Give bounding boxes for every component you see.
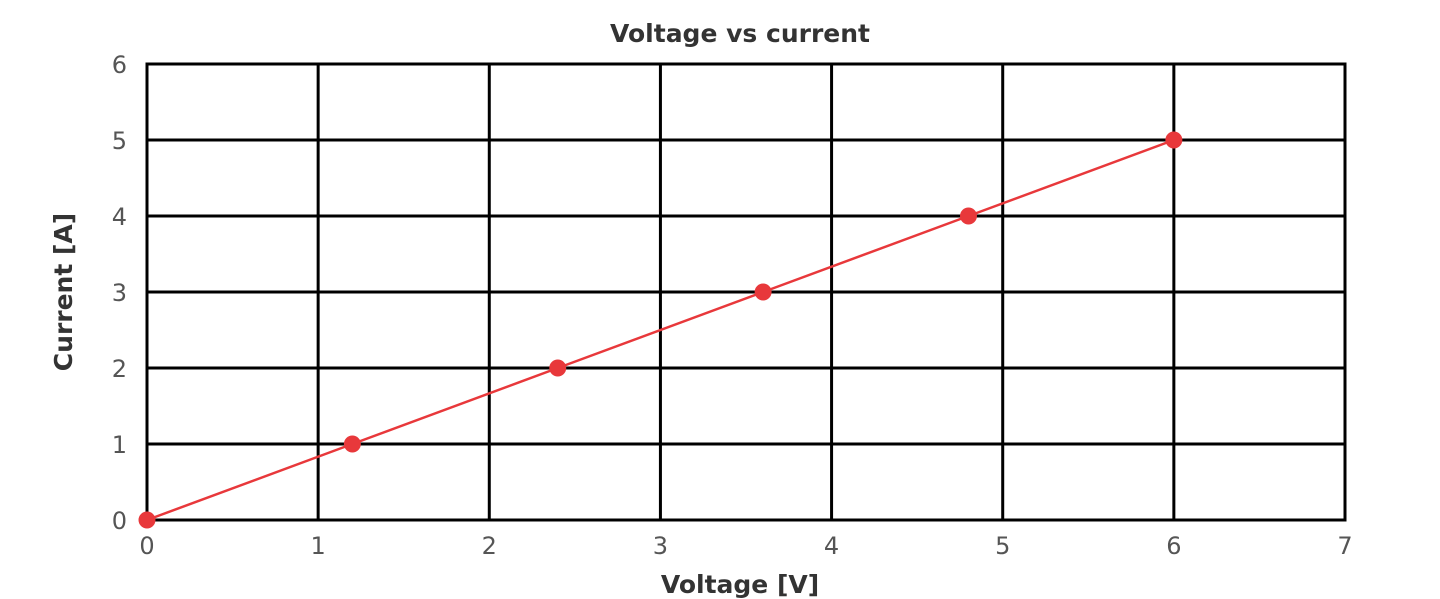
data-point-1	[343, 435, 361, 453]
chart-title: Voltage vs current	[610, 19, 870, 48]
y-tick-label-5: 5	[112, 127, 127, 155]
series-layer	[138, 131, 1183, 529]
plot-frame	[145, 62, 1347, 522]
x-axis-label: Voltage [V]	[661, 570, 819, 599]
tick-labels: 0 1 2 3 4 5 6 7 0 1 2 3 4 5 6	[112, 51, 1353, 560]
x-tick-label-2: 2	[482, 532, 497, 560]
data-point-4	[959, 207, 977, 225]
x-tick-label-0: 0	[139, 532, 154, 560]
x-tick-label-5: 5	[995, 532, 1010, 560]
series-line-0	[146, 138, 1175, 522]
x-tick-label-3: 3	[653, 532, 668, 560]
y-tick-label-0: 0	[112, 507, 127, 535]
y-tick-label-6: 6	[112, 51, 127, 79]
data-point-3	[754, 283, 772, 301]
x-tick-label-4: 4	[824, 532, 839, 560]
data-point-2	[549, 359, 567, 377]
y-tick-label-3: 3	[112, 279, 127, 307]
x-tick-label-6: 6	[1166, 532, 1181, 560]
x-tick-label-1: 1	[311, 532, 326, 560]
x-tick-label-7: 7	[1337, 532, 1352, 560]
y-tick-label-2: 2	[112, 355, 127, 383]
data-point-0	[138, 511, 156, 529]
y-tick-label-4: 4	[112, 203, 127, 231]
y-tick-label-1: 1	[112, 431, 127, 459]
y-axis-label: Current [A]	[49, 213, 78, 371]
grid	[145, 62, 1347, 522]
data-point-5	[1165, 131, 1183, 149]
